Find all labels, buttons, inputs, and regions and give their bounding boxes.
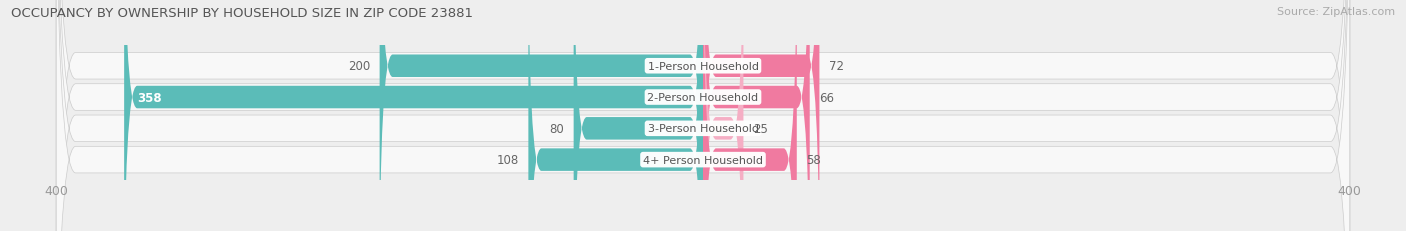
Text: 58: 58 — [807, 153, 821, 166]
Text: 2-Person Household: 2-Person Household — [647, 93, 759, 103]
FancyBboxPatch shape — [529, 0, 703, 231]
FancyBboxPatch shape — [574, 0, 703, 231]
FancyBboxPatch shape — [56, 0, 1350, 231]
FancyBboxPatch shape — [56, 0, 1350, 231]
Text: OCCUPANCY BY OWNERSHIP BY HOUSEHOLD SIZE IN ZIP CODE 23881: OCCUPANCY BY OWNERSHIP BY HOUSEHOLD SIZE… — [11, 7, 474, 20]
FancyBboxPatch shape — [703, 0, 810, 231]
Text: 66: 66 — [820, 91, 834, 104]
Text: 3-Person Household: 3-Person Household — [648, 124, 758, 134]
Text: 358: 358 — [138, 91, 162, 104]
Text: 108: 108 — [496, 153, 519, 166]
FancyBboxPatch shape — [703, 0, 797, 231]
Text: 1-Person Household: 1-Person Household — [648, 61, 758, 71]
Text: 72: 72 — [830, 60, 844, 73]
FancyBboxPatch shape — [56, 0, 1350, 231]
Text: 80: 80 — [550, 122, 564, 135]
FancyBboxPatch shape — [703, 0, 820, 231]
Text: 4+ Person Household: 4+ Person Household — [643, 155, 763, 165]
FancyBboxPatch shape — [380, 0, 703, 231]
FancyBboxPatch shape — [703, 0, 744, 231]
Text: Source: ZipAtlas.com: Source: ZipAtlas.com — [1277, 7, 1395, 17]
Text: 25: 25 — [754, 122, 768, 135]
FancyBboxPatch shape — [56, 0, 1350, 231]
Text: 200: 200 — [347, 60, 370, 73]
FancyBboxPatch shape — [124, 0, 703, 231]
